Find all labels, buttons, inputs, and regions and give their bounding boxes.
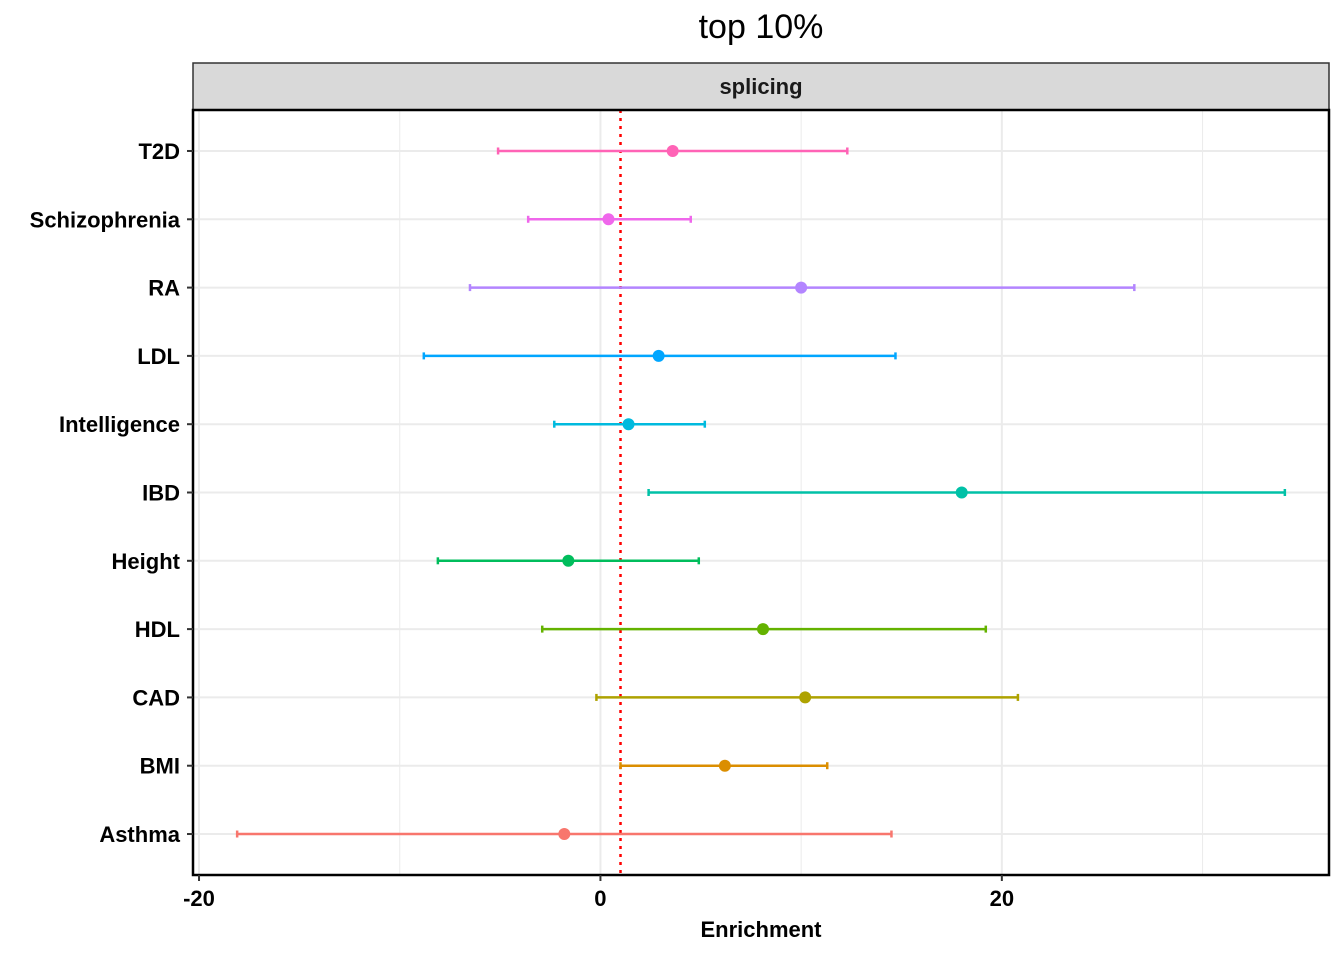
- y-tick-label: RA: [148, 276, 180, 301]
- y-tick-label: BMI: [140, 754, 180, 779]
- point-intelligence: [622, 418, 635, 431]
- x-tick-label: -20: [183, 886, 215, 911]
- point-t2d: [666, 144, 679, 157]
- point-schizophrenia: [602, 213, 615, 226]
- facet-strip-label: splicing: [719, 74, 802, 99]
- y-tick-label: T2D: [138, 139, 180, 164]
- y-tick-label: Height: [112, 549, 181, 574]
- x-axis-label: Enrichment: [700, 917, 822, 942]
- y-tick-label: Asthma: [99, 822, 180, 847]
- y-tick-label: Intelligence: [59, 412, 180, 437]
- chart-title: top 10%: [698, 8, 824, 46]
- point-asthma: [558, 828, 571, 841]
- y-tick-labels: Asthma BMI CAD HDL Height IBD Intelligence LDL R…: [30, 139, 193, 847]
- y-tick-label: HDL: [135, 617, 180, 642]
- point-estimates: [558, 144, 968, 841]
- point-cad: [799, 691, 812, 704]
- y-tick-label: CAD: [132, 685, 180, 710]
- x-axis: -20 0 20: [183, 875, 1014, 911]
- x-tick-label: 20: [990, 886, 1014, 911]
- facet-strip: [192, 62, 1330, 111]
- x-tick-label: 0: [594, 886, 606, 911]
- point-hdl: [757, 623, 770, 636]
- point-ibd: [955, 486, 968, 499]
- point-ra: [795, 281, 808, 294]
- point-ldl: [652, 349, 665, 362]
- y-tick-label: Schizophrenia: [30, 207, 181, 232]
- y-tick-label: IBD: [142, 481, 180, 506]
- point-bmi: [718, 759, 731, 772]
- point-height: [562, 554, 575, 567]
- y-tick-label: LDL: [137, 344, 180, 369]
